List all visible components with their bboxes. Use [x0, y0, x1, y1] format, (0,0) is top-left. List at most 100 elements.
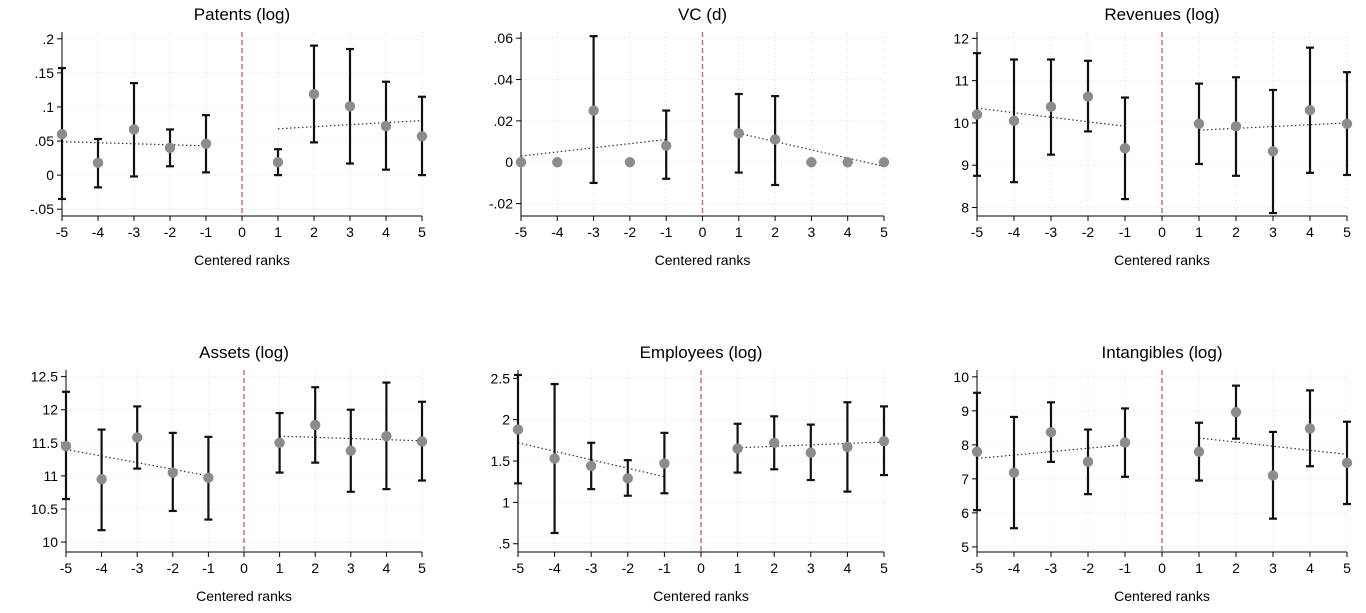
x-tick-label: 4 [383, 560, 391, 576]
y-tick-label: 10 [953, 369, 969, 385]
x-tick-label: 1 [1195, 224, 1203, 240]
data-point [92, 157, 104, 169]
y-tick-label: 12 [953, 30, 969, 46]
y-tick-label: 10 [953, 115, 969, 131]
x-tick-label: 5 [418, 560, 426, 576]
y-tick-label: .05 [35, 133, 55, 149]
y-tick-label: 2.5 [491, 370, 511, 386]
x-tick-label: 1 [735, 224, 743, 240]
y-tick-label: .06 [494, 30, 514, 46]
x-axis-label: Centered ranks [196, 588, 292, 604]
x-tick-label: -3 [1045, 224, 1058, 240]
data-point [512, 424, 524, 435]
data-point [310, 419, 321, 431]
data-point [971, 109, 983, 120]
x-tick-label: -3 [585, 560, 598, 576]
y-tick-label: 10.5 [31, 501, 58, 517]
x-tick-label: -2 [1082, 560, 1095, 576]
x-axis-label: Centered ranks [1114, 252, 1210, 268]
chart-title: Assets (log) [199, 343, 289, 362]
x-tick-label: 0 [240, 560, 248, 576]
data-point [164, 142, 176, 154]
x-axis-label: Centered ranks [1114, 588, 1210, 604]
data-point [1341, 457, 1353, 469]
y-tick-label: 0 [46, 167, 54, 183]
y-tick-label: 11 [954, 73, 969, 89]
data-point [1119, 143, 1131, 154]
x-tick-label: -1 [1119, 224, 1132, 240]
data-point [549, 453, 560, 464]
x-tick-label: 4 [844, 224, 852, 240]
y-tick-label: 7 [961, 471, 969, 487]
data-point [805, 447, 816, 458]
data-point [381, 430, 392, 442]
x-tick-label: -3 [131, 560, 144, 576]
data-point [1082, 456, 1094, 468]
data-point [344, 101, 356, 112]
y-tick-label: 9 [961, 157, 969, 173]
data-point [878, 157, 890, 168]
data-point [1045, 101, 1057, 113]
x-tick-label: 4 [844, 560, 852, 576]
data-point [274, 437, 285, 448]
y-tick-label: .1 [42, 99, 54, 115]
y-tick-label: 11.5 [32, 435, 58, 451]
x-tick-label: -5 [515, 224, 528, 240]
x-tick-label: -5 [512, 560, 525, 576]
chart-title: Employees (log) [640, 343, 763, 362]
data-point [732, 443, 743, 454]
data-point [203, 472, 214, 484]
x-tick-label: 4 [382, 224, 390, 240]
x-tick-label: 0 [697, 560, 705, 576]
y-tick-label: .04 [494, 72, 514, 88]
data-point [345, 445, 356, 456]
x-tick-label: 3 [808, 224, 816, 240]
data-point [272, 156, 284, 168]
data-point [1304, 105, 1316, 116]
data-point [659, 458, 670, 469]
fit-line-left [517, 442, 665, 478]
y-tick-label: .2 [42, 31, 54, 47]
x-tick-label: -4 [551, 224, 564, 240]
x-tick-label: -1 [658, 560, 671, 576]
y-tick-label: 8 [961, 437, 969, 453]
chart-title: Patents (log) [194, 5, 290, 24]
x-tick-label: -5 [971, 224, 984, 240]
x-tick-label: -1 [202, 560, 215, 576]
y-tick-label: .5 [498, 536, 510, 552]
data-point [1082, 91, 1094, 102]
fit-line-left [976, 107, 1126, 127]
x-tick-label: -4 [95, 560, 108, 576]
x-axis-label: Centered ranks [653, 588, 749, 604]
y-tick-label: 2 [502, 412, 510, 428]
x-tick-label: 3 [807, 560, 815, 576]
x-tick-label: -3 [1045, 560, 1058, 576]
fit-line-right [738, 132, 885, 167]
data-point [878, 435, 890, 447]
y-tick-label: 9 [961, 403, 969, 419]
y-tick-label: 0 [505, 154, 513, 170]
x-tick-label: 2 [311, 560, 319, 576]
x-tick-label: 2 [1232, 560, 1240, 576]
x-tick-label: 0 [699, 224, 707, 240]
data-point [56, 129, 68, 140]
x-tick-label: -2 [167, 560, 180, 576]
chart-panel-6: 5 6 7 8 9 10 -5 -4 -3 -2 -1 0 1 2 3 4 5 Intangibles (log)… [953, 343, 1353, 604]
chart-title: Revenues (log) [1104, 5, 1219, 24]
x-tick-label: 2 [1232, 224, 1240, 240]
data-point [1193, 446, 1205, 457]
y-tick-label: .15 [35, 65, 55, 81]
chart-panel-2: -.02 0 .02 .04 .06 -5 -4 -3 -2 -1 0 1 2 3 4 5 VC (d) Cent… [489, 5, 890, 268]
x-tick-label: 2 [770, 560, 778, 576]
x-tick-label: -2 [624, 224, 637, 240]
x-tick-label: 4 [1306, 560, 1314, 576]
y-tick-label: 12.5 [31, 369, 58, 385]
x-tick-label: -5 [971, 560, 984, 576]
x-tick-label: -2 [164, 224, 177, 240]
data-point [132, 432, 143, 443]
y-tick-label: 12 [42, 402, 58, 418]
data-point [1341, 118, 1353, 129]
